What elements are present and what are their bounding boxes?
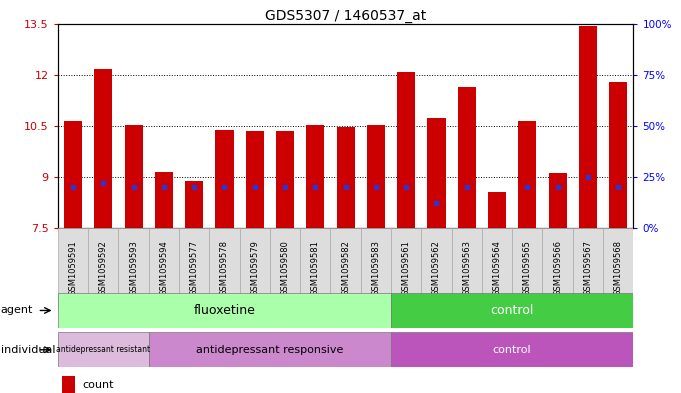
Bar (300, 228, 330, 309)
Bar (215, 130, 234, 228)
Bar (306, 125, 324, 228)
Bar (603, 228, 633, 309)
Bar (579, 26, 597, 228)
Bar (361, 228, 391, 309)
Bar (452, 228, 482, 309)
Bar (246, 131, 264, 228)
Bar (270, 228, 300, 309)
Bar (209, 228, 240, 309)
Text: count: count (82, 380, 114, 389)
Bar (125, 125, 143, 228)
Text: antidepressant responsive: antidepressant responsive (196, 345, 344, 355)
Bar (118, 228, 148, 309)
Text: GSM1059566: GSM1059566 (553, 240, 562, 296)
Title: GDS5307 / 1460537_at: GDS5307 / 1460537_at (265, 9, 426, 22)
Text: GSM1059592: GSM1059592 (99, 241, 108, 296)
Bar (336, 127, 355, 228)
Text: individual: individual (1, 345, 55, 355)
Bar (94, 69, 112, 228)
Bar (518, 121, 537, 228)
Bar (367, 125, 385, 228)
Bar (428, 118, 445, 228)
Text: control: control (493, 345, 531, 355)
Bar (148, 228, 179, 309)
Bar (148, 332, 391, 367)
Text: GSM1059582: GSM1059582 (341, 240, 350, 296)
Text: GSM1059562: GSM1059562 (432, 240, 441, 296)
Text: GSM1059581: GSM1059581 (311, 240, 320, 296)
Text: GSM1059568: GSM1059568 (614, 240, 622, 296)
Text: fluoxetine: fluoxetine (193, 304, 255, 317)
Bar (397, 72, 415, 228)
Bar (422, 228, 452, 309)
Text: antidepressant resistant: antidepressant resistant (57, 345, 151, 354)
Text: GSM1059564: GSM1059564 (492, 240, 501, 296)
Bar (391, 228, 422, 309)
Bar (64, 121, 82, 228)
Bar (179, 228, 209, 309)
Bar (330, 228, 361, 309)
Text: GSM1059580: GSM1059580 (281, 240, 289, 296)
Bar (458, 87, 476, 228)
Text: GSM1059561: GSM1059561 (402, 240, 411, 296)
Text: GSM1059579: GSM1059579 (250, 240, 259, 296)
Text: GSM1059593: GSM1059593 (129, 240, 138, 296)
Text: GSM1059594: GSM1059594 (159, 241, 168, 296)
Bar (58, 332, 148, 367)
Bar (240, 228, 270, 309)
Bar (58, 228, 88, 309)
Bar (573, 228, 603, 309)
Bar (58, 293, 391, 328)
Text: GSM1059578: GSM1059578 (220, 240, 229, 296)
Bar (548, 173, 567, 228)
Bar (61, 376, 75, 393)
Text: GSM1059563: GSM1059563 (462, 240, 471, 296)
Text: GSM1059583: GSM1059583 (371, 240, 381, 296)
Bar (512, 228, 543, 309)
Bar (543, 228, 573, 309)
Text: GSM1059567: GSM1059567 (584, 240, 592, 296)
Bar (391, 332, 633, 367)
Text: agent: agent (1, 305, 33, 316)
Bar (155, 172, 173, 228)
Text: GSM1059591: GSM1059591 (69, 241, 78, 296)
Bar (88, 228, 118, 309)
Bar (488, 192, 506, 228)
Bar (276, 131, 294, 228)
Bar (185, 181, 203, 228)
Text: GSM1059577: GSM1059577 (190, 240, 199, 296)
Text: GSM1059565: GSM1059565 (523, 240, 532, 296)
Bar (482, 228, 512, 309)
Bar (609, 82, 627, 228)
Text: control: control (490, 304, 534, 317)
Bar (391, 293, 633, 328)
